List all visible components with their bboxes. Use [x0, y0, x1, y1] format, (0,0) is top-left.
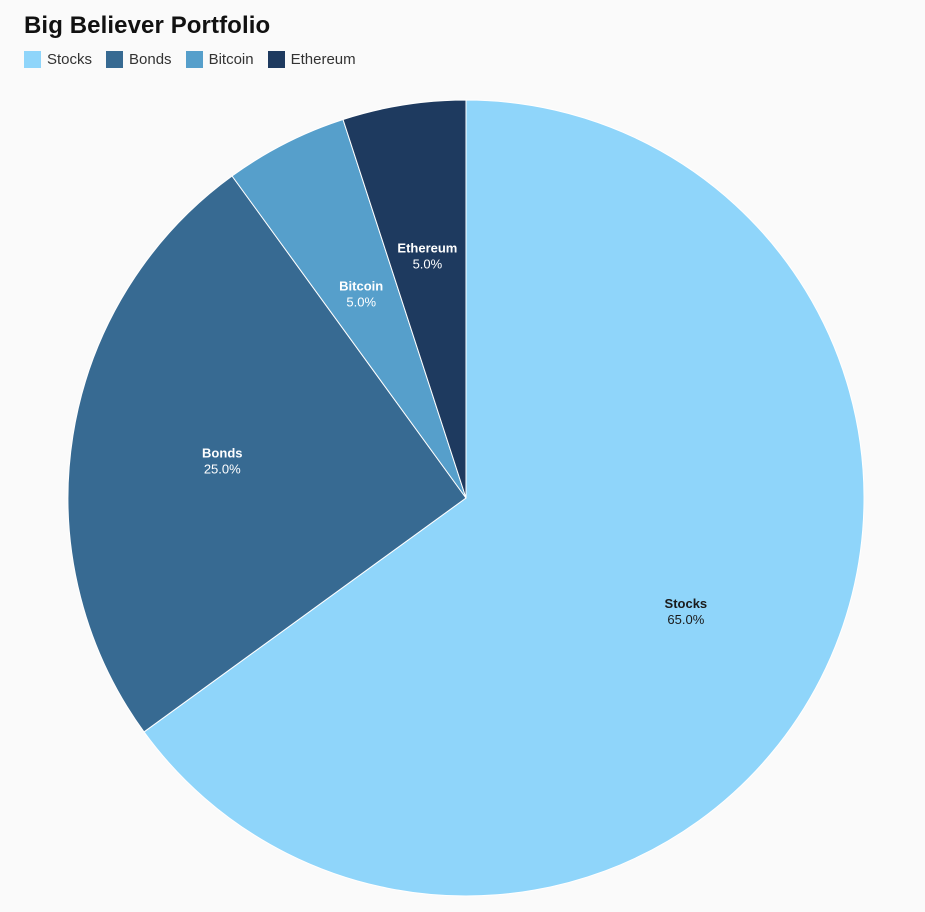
slice-value-bitcoin: 5.0%	[346, 294, 376, 309]
legend-item-ethereum[interactable]: Ethereum	[267, 51, 356, 68]
pie-slice-stocks[interactable]	[143, 99, 865, 897]
legend-swatch-stocks	[24, 51, 41, 68]
legend-swatch-ethereum	[267, 51, 285, 68]
slice-label-stocks: Stocks	[665, 596, 708, 611]
slice-label-bonds: Bonds	[202, 445, 242, 460]
legend-swatch-bitcoin	[185, 51, 203, 68]
pie-slices	[67, 99, 865, 897]
slice-label-ethereum: Ethereum	[397, 240, 457, 255]
pie-labels: Stocks65.0%Bonds25.0%Bitcoin5.0%Ethereum…	[202, 240, 707, 627]
slice-value-ethereum: 5.0%	[413, 256, 443, 271]
pie-slice-bonds[interactable]	[67, 175, 467, 733]
legend-item-bonds[interactable]: Bonds	[106, 51, 172, 68]
legend-label-stocks: Stocks	[47, 51, 93, 68]
slice-label-bitcoin: Bitcoin	[339, 278, 383, 293]
legend-item-stocks[interactable]: Stocks	[24, 51, 92, 68]
legend-label-ethereum: Ethereum	[290, 51, 356, 68]
legend-label-bitcoin: Bitcoin	[208, 51, 254, 68]
pie-slice-ethereum[interactable]	[342, 99, 467, 499]
legend-item-bitcoin[interactable]: Bitcoin	[185, 51, 254, 68]
legend: Stocks Bonds Bitcoin Ethereum	[24, 51, 356, 68]
legend-swatch-bonds	[106, 51, 124, 68]
legend-label-bonds: Bonds	[129, 51, 172, 68]
slice-value-bonds: 25.0%	[204, 461, 241, 476]
slice-value-stocks: 65.0%	[667, 612, 704, 627]
chart-title: Big Believer Portfolio	[24, 12, 271, 39]
